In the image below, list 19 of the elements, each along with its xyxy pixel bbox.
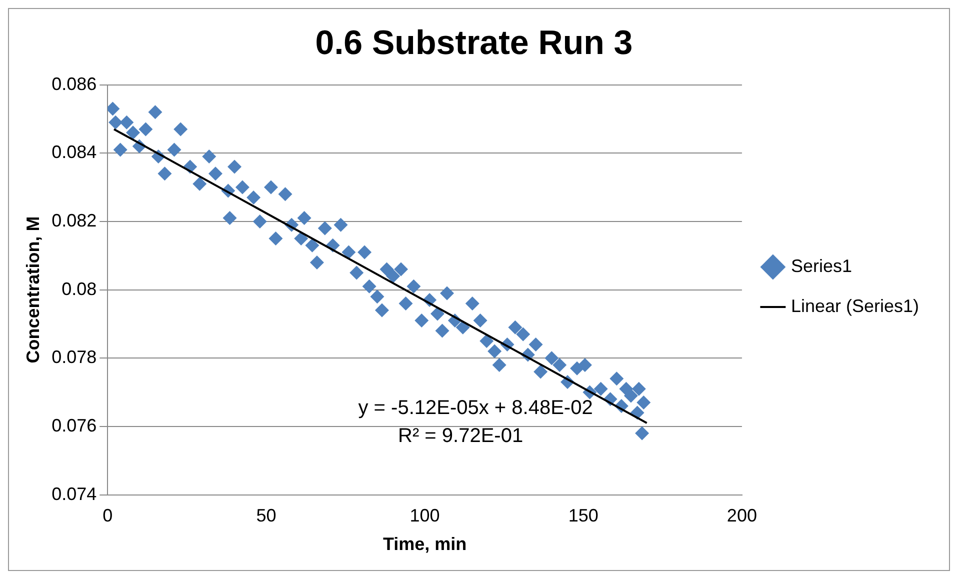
y-tick-label: 0.082 <box>52 210 97 230</box>
y-tick-label: 0.076 <box>52 415 97 436</box>
x-tick-label: 50 <box>256 506 276 526</box>
annotation: y = -5.12E-05x + 8.48E-02 <box>358 397 593 420</box>
y-tick-label: 0.078 <box>52 347 97 368</box>
y-tick-label: 0.074 <box>52 484 97 504</box>
legend-label: Series1 <box>790 256 852 276</box>
annotation: R² = 9.72E-01 <box>398 425 524 448</box>
y-tick-label: 0.084 <box>52 142 97 162</box>
y-axis-title: Concentration, M <box>22 216 43 364</box>
y-tick-label: 0.086 <box>52 74 97 94</box>
legend-label: Linear (Series1) <box>790 296 920 316</box>
x-axis-title: Time, min <box>382 534 467 554</box>
x-tick-label: 150 <box>568 506 598 526</box>
x-tick-label: 100 <box>410 506 440 526</box>
x-tick-label: 0 <box>102 506 113 526</box>
x-tick-label: 200 <box>726 506 757 526</box>
chart-title: 0.6 Substrate Run 3 <box>315 24 633 62</box>
y-tick-label: 0.08 <box>62 278 97 299</box>
